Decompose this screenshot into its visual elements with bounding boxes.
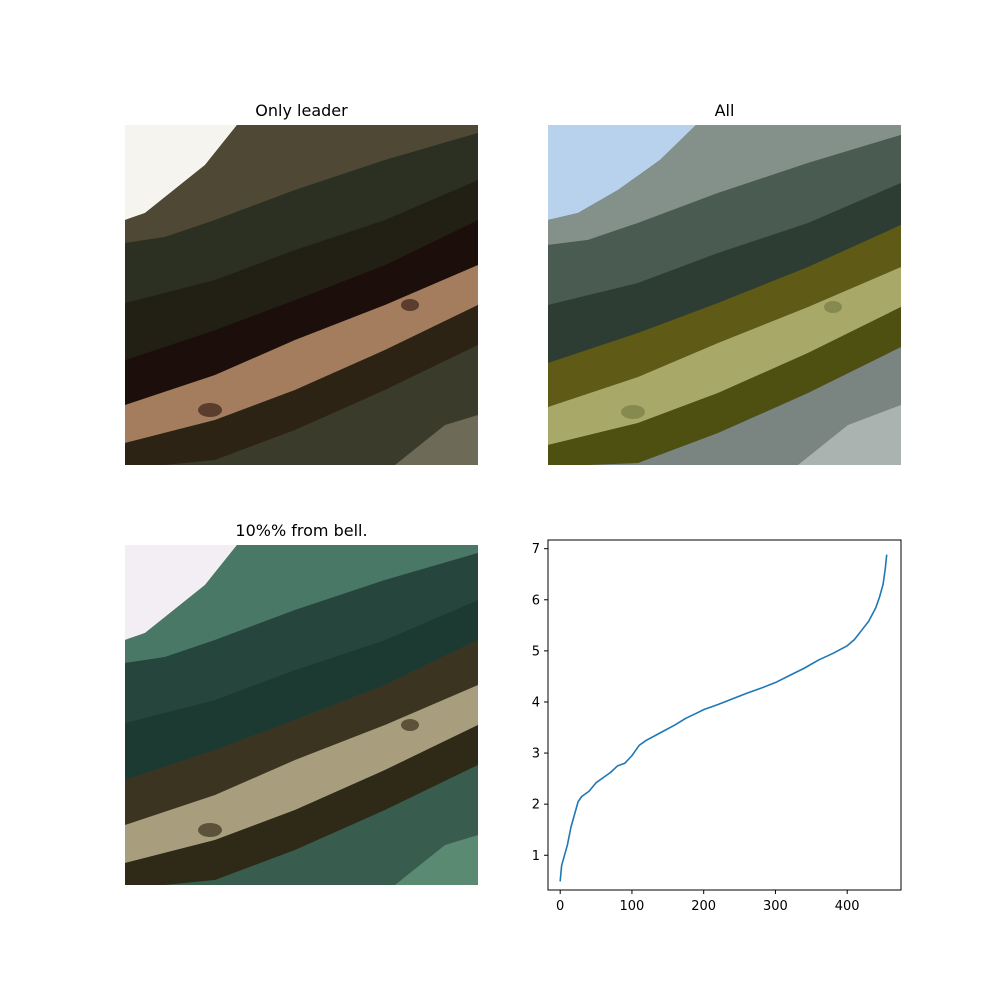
y-tick-label: 4 xyxy=(532,695,540,710)
image-all xyxy=(548,125,901,465)
y-tick-label: 5 xyxy=(532,644,540,659)
x-tick-label: 100 xyxy=(620,899,645,914)
y-tick-label: 3 xyxy=(532,747,540,762)
panel-title-all: All xyxy=(714,101,735,120)
x-tick-label: 200 xyxy=(691,899,716,914)
panel-title-only-leader: Only leader xyxy=(255,101,348,120)
y-tick-label: 2 xyxy=(532,798,540,813)
x-tick-label: 400 xyxy=(835,899,860,914)
y-tick-label: 6 xyxy=(532,593,540,608)
y-tick-label: 1 xyxy=(532,849,540,864)
image-from-bell-graphic xyxy=(125,545,478,885)
x-tick-label: 0 xyxy=(556,899,564,914)
image-only-leader xyxy=(125,125,478,465)
image-only-leader-graphic xyxy=(125,125,478,465)
y-tick-label: 7 xyxy=(532,542,540,557)
image-from-bell xyxy=(125,545,478,885)
axes-frame xyxy=(547,539,902,891)
image-all-graphic xyxy=(548,125,901,465)
x-tick-label: 300 xyxy=(763,899,788,914)
series-line xyxy=(559,554,888,882)
panel-title-from-bell: 10%% from bell. xyxy=(235,521,368,540)
